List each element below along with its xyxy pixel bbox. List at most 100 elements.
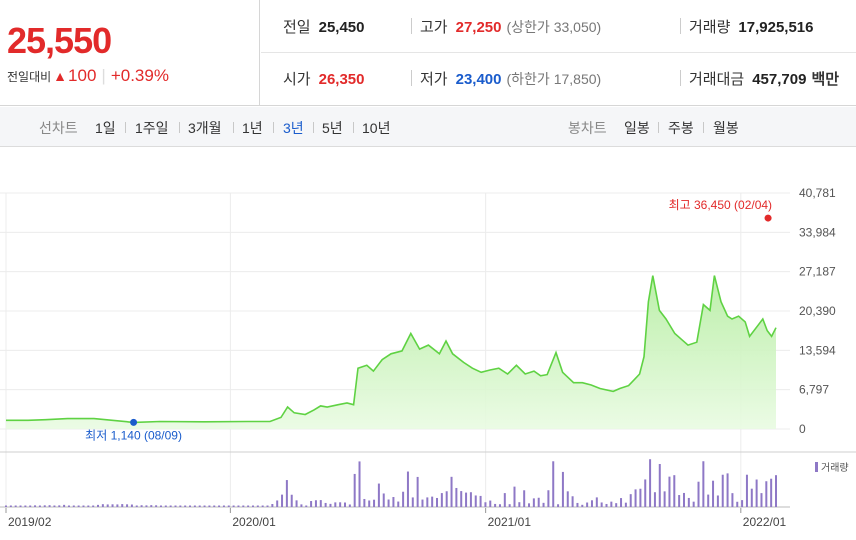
volume-bar [140,505,143,507]
volume-bar [731,493,734,507]
volume-bar [87,505,90,507]
low-label: 최저 1,140 (08/09) [85,428,182,442]
stat-value: 457,709 [752,71,807,88]
volume-bar [649,459,652,507]
volume-bar [203,505,206,507]
volume-bar [712,480,715,507]
divider: | [101,66,106,85]
volume-bar [673,475,676,507]
volume-bar [281,494,284,507]
volume-bar [135,505,138,507]
volume-bar [532,498,535,507]
volume-bar [300,504,303,507]
divider [233,122,234,133]
volume-bar [411,497,414,507]
volume-bar [571,496,574,507]
y-tick-label: 0 [799,422,806,436]
stat-label: 거래량 [689,19,731,36]
volume-bar [421,499,424,507]
stat-value: 23,400 [455,71,502,88]
stat-value: 17,925,516 [738,19,814,36]
volume-bar [736,501,739,507]
divider [273,122,274,133]
y-tick-label: 6,797 [799,383,829,397]
volume-bar [334,502,337,507]
volume-bar [222,505,225,507]
tab-5y[interactable]: 5년 [322,120,343,136]
y-tick-label: 40,781 [799,186,836,200]
volume-bar [145,505,148,507]
volume-bar [169,505,172,507]
volume-bar [179,505,182,507]
volume-bar [34,505,37,507]
volume-bar [755,479,758,507]
line-chart-label: 선차트 [39,120,78,136]
change-percent: +0.39% [110,66,169,85]
tab-weekly[interactable]: 주봉 [668,120,694,136]
candle-chart-label: 봉차트 [568,120,607,136]
volume-bar [121,504,124,507]
volume-bar [247,505,250,507]
stat-prev-close: 전일 25,450 [283,16,365,37]
tab-monthly[interactable]: 월봉 [713,120,739,136]
volume-bar [620,498,623,507]
stat-value: 25,450 [318,19,365,36]
divider [353,122,354,133]
volume-bar [518,502,521,507]
price-area [6,275,776,429]
y-tick-label: 13,594 [799,343,836,357]
volume-bar [702,461,705,507]
volume-bar [678,495,681,507]
volume-bar [741,500,744,507]
volume-bar [353,473,356,507]
volume-bar [503,493,506,507]
stat-label: 고가 [420,19,448,36]
tab-1d[interactable]: 1일 [95,120,116,136]
volume-bar [697,481,700,507]
y-tick-label: 33,984 [799,225,836,239]
tab-1y[interactable]: 1년 [242,120,263,136]
tab-3y[interactable]: 3년 [283,120,304,136]
divider [261,52,856,53]
divider [313,122,314,133]
volume-bar [750,488,753,507]
volume-bar [581,504,584,507]
volume-bar [329,503,332,507]
volume-bar [193,505,196,507]
volume-bar [63,504,66,507]
low-marker [130,418,138,426]
volume-bar [382,493,385,507]
tab-10y[interactable]: 10년 [362,120,391,136]
volume-bar [450,476,453,507]
volume-bar [198,505,201,507]
volume-bar [111,504,114,507]
stat-high: 고가 27,250 (상한가 33,050) [420,16,601,37]
volume-bar [465,492,468,507]
volume-bar [106,504,109,507]
volume-bar [547,490,550,507]
volume-bar [43,505,46,507]
tab-1w[interactable]: 1주일 [135,120,169,136]
volume-bar [53,505,56,507]
stat-open: 시가 26,350 [283,68,365,89]
volume-bar [416,476,419,507]
volume-bar [164,505,167,507]
volume-bar [82,505,85,507]
divider [680,18,681,34]
volume-bar [189,505,192,507]
volume-bar [266,505,269,507]
volume-bar [29,505,32,507]
volume-bar [58,505,61,507]
volume-bar [455,487,458,507]
price-line [6,275,777,424]
high-label: 최고 36,450 (02/04) [669,198,772,212]
divider [680,70,681,86]
tab-3m[interactable]: 3개월 [188,120,222,136]
divider [179,122,180,133]
volume-bar [377,483,380,507]
tab-daily[interactable]: 일봉 [624,120,650,136]
volume-bar [469,492,472,507]
volume-bar [624,502,627,507]
volume-bar [644,479,647,507]
volume-bar [629,494,632,507]
